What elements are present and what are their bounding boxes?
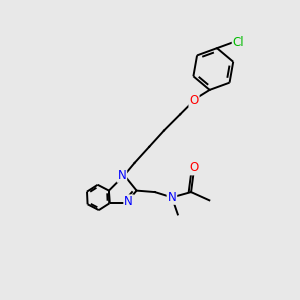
Text: O: O	[189, 161, 199, 174]
Text: Cl: Cl	[233, 36, 244, 49]
Text: N: N	[168, 191, 176, 204]
Text: O: O	[189, 94, 199, 107]
Text: N: N	[118, 169, 126, 182]
Text: N: N	[124, 195, 133, 208]
